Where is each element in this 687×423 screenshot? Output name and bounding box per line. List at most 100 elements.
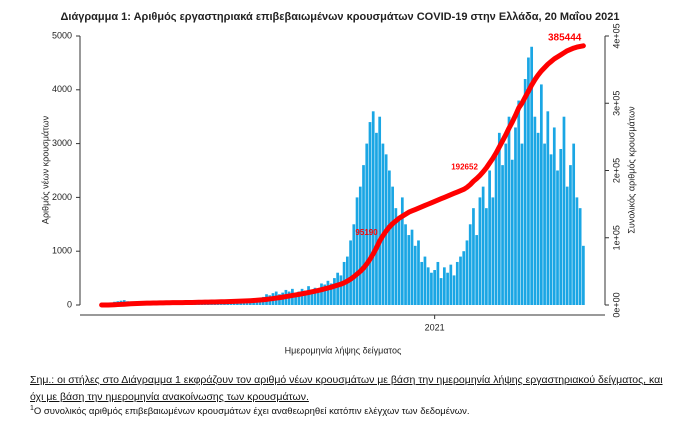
- bar: [449, 264, 453, 305]
- bar: [578, 208, 582, 305]
- bar: [481, 186, 485, 305]
- bar: [446, 272, 449, 305]
- bar: [368, 122, 372, 305]
- y2-tick-label: 2e+05: [611, 158, 621, 183]
- bar: [336, 272, 340, 305]
- bar: [303, 290, 307, 305]
- bar: [510, 159, 514, 305]
- bar: [362, 165, 365, 305]
- y2-tick-label: 4e+05: [611, 23, 621, 48]
- bar: [358, 186, 362, 305]
- x-tick-label: 2021: [425, 322, 445, 332]
- bar: [533, 116, 537, 305]
- bar: [523, 79, 527, 305]
- bar: [514, 127, 517, 306]
- bar: [420, 261, 424, 305]
- bar: [491, 197, 495, 305]
- bar: [365, 143, 369, 305]
- data-label: 385444: [548, 32, 582, 43]
- bar: [552, 127, 556, 306]
- y-tick-label: 2000: [52, 192, 72, 202]
- y-tick-label: 1000: [52, 246, 72, 256]
- bar: [239, 302, 243, 305]
- footnote: Ο συνολικός αριθμός επιβεβαιωμένων κρουσ…: [33, 406, 470, 418]
- y2-tick-label: 1e+05: [611, 225, 621, 250]
- bar: [569, 165, 572, 305]
- bar: [562, 116, 566, 305]
- bar: [436, 261, 440, 305]
- bar: [539, 84, 543, 305]
- y2-tick-label: 3e+05: [611, 91, 621, 116]
- bar: [442, 267, 446, 305]
- bar: [417, 240, 420, 305]
- data-label: 95190: [355, 228, 378, 237]
- bar: [536, 132, 540, 305]
- bar: [242, 303, 246, 305]
- y2-axis-label: Συνολικός αριθμός κρουσμάτων: [626, 106, 636, 234]
- bar: [381, 143, 385, 305]
- bar: [507, 116, 511, 305]
- bar: [313, 287, 317, 305]
- bar: [423, 256, 427, 305]
- bar: [582, 245, 585, 305]
- bar: [297, 291, 301, 305]
- bar: [339, 275, 343, 305]
- y-tick-label: 3000: [52, 138, 72, 148]
- bar: [371, 111, 375, 305]
- bar: [430, 272, 433, 305]
- bar: [530, 46, 534, 305]
- bar: [439, 278, 443, 305]
- bar: [426, 267, 430, 305]
- bar: [355, 197, 359, 305]
- bar: [501, 165, 504, 305]
- bar: [465, 240, 469, 305]
- bar: [452, 275, 456, 305]
- bar: [517, 100, 521, 305]
- bar: [400, 197, 404, 305]
- bar: [294, 293, 297, 305]
- note: Σημ.: οι στήλες στο Διάγραμμα 1 εκφράζου…: [30, 374, 663, 403]
- bar: [478, 197, 482, 305]
- bar: [527, 57, 530, 305]
- bar: [352, 224, 356, 305]
- bar: [504, 143, 508, 305]
- bar: [575, 197, 579, 305]
- bar: [546, 111, 550, 305]
- bar: [565, 186, 569, 305]
- bar: [488, 170, 491, 305]
- chart: Διάγραμμα 1: Αριθμός εργαστηριακά επιβεβ…: [40, 11, 636, 355]
- x-axis-label: Ημερομηνία λήψης δείγματος: [285, 345, 402, 355]
- y-tick-label: 0: [67, 299, 72, 309]
- bar: [462, 251, 466, 305]
- bar: [433, 270, 437, 305]
- bar: [329, 283, 333, 305]
- bar: [307, 286, 310, 305]
- bar: [375, 132, 378, 305]
- y2-tick-label: 0e+00: [611, 292, 621, 317]
- bar: [543, 143, 546, 305]
- bar: [248, 301, 252, 305]
- bar: [316, 288, 320, 305]
- footnote-marker: 1: [30, 405, 34, 412]
- bar: [472, 208, 475, 305]
- bar: [559, 148, 563, 305]
- data-label: 192652: [451, 163, 478, 172]
- bar: [388, 170, 391, 305]
- bar: [497, 132, 501, 305]
- chart-title: Διάγραμμα 1: Αριθμός εργαστηριακά επιβεβ…: [60, 11, 619, 23]
- bar: [333, 278, 336, 305]
- bar: [413, 245, 417, 305]
- bar: [397, 218, 401, 305]
- bar: [320, 283, 323, 305]
- bar: [455, 261, 459, 305]
- bar: [378, 116, 382, 305]
- y-tick-label: 5000: [52, 30, 72, 40]
- bar: [323, 284, 327, 305]
- bar: [245, 302, 249, 305]
- bar: [349, 240, 352, 305]
- bar: [549, 154, 553, 305]
- bar: [459, 256, 462, 305]
- bar: [300, 288, 304, 305]
- bar: [520, 143, 524, 305]
